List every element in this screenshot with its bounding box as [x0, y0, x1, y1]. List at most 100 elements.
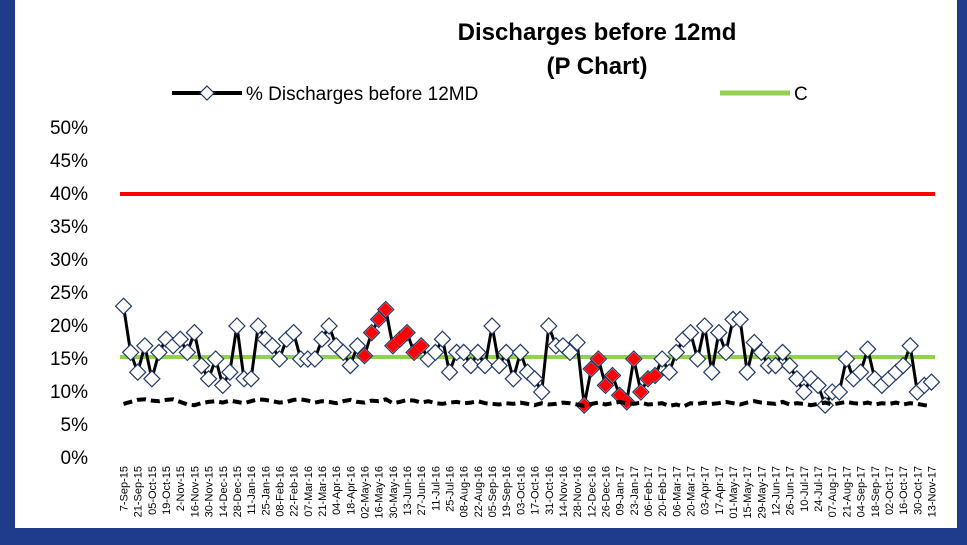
data-point — [787, 369, 806, 388]
x-tick-label: 28-Nov-16 — [572, 466, 584, 517]
x-tick-label: 19-Sep-16 — [501, 466, 513, 517]
y-tick-label: 20% — [50, 316, 88, 337]
data-point — [901, 336, 920, 355]
data-point — [497, 343, 516, 362]
data-point — [171, 330, 190, 349]
data-point — [626, 352, 641, 366]
y-tick-label: 45% — [50, 151, 88, 172]
x-tick-label: 15-May-17 — [742, 466, 754, 519]
data-point — [128, 363, 147, 382]
data-point — [539, 317, 558, 335]
data-point — [461, 356, 480, 375]
data-point — [568, 333, 586, 352]
x-tick-label: 26-Dec-16 — [600, 466, 612, 517]
data-point — [591, 352, 606, 366]
data-point — [731, 310, 749, 329]
x-tick-label: 01-May-17 — [728, 466, 740, 519]
data-point — [851, 363, 870, 382]
legend-label: % Discharges before 12MD — [246, 84, 478, 105]
data-point — [667, 343, 686, 362]
x-tick-label: 10-Jul-17 — [799, 466, 811, 512]
data-point — [688, 350, 707, 368]
y-tick-label: 35% — [50, 217, 88, 238]
data-point — [780, 356, 799, 375]
data-point — [178, 343, 197, 362]
x-tick-label: 11-Jan-16 — [246, 466, 258, 515]
data-point — [385, 338, 400, 353]
x-tick-label: 05-Oct-15 — [147, 466, 159, 515]
data-point — [249, 317, 268, 335]
data-point — [185, 323, 204, 342]
data-point — [584, 362, 599, 376]
data-point — [809, 376, 827, 395]
data-point — [341, 356, 360, 375]
x-tick-label: 05-Sep-16 — [487, 466, 499, 517]
x-tick-label: 21-Mar-16 — [317, 466, 329, 517]
data-point — [634, 385, 648, 399]
x-tick-label: 30-Oct-17 — [912, 466, 924, 515]
data-point — [284, 323, 303, 342]
x-tick-label: 29-May-17 — [756, 466, 768, 519]
data-point — [378, 302, 393, 317]
x-tick-label: 14-Dec-15 — [218, 466, 230, 517]
data-point — [738, 363, 757, 382]
data-point — [220, 363, 239, 382]
x-tick-label: 22-Aug-16 — [473, 466, 485, 517]
data-point — [695, 317, 714, 335]
data-point — [894, 356, 912, 375]
x-tick-label: 19-Oct-15 — [161, 466, 173, 515]
data-point — [773, 343, 792, 362]
x-tick-label: 20-Feb-17 — [657, 466, 669, 517]
data-point — [433, 330, 452, 349]
data-point — [469, 343, 487, 362]
data-point — [454, 343, 473, 362]
y-tick-label: 10% — [50, 382, 88, 403]
data-point — [752, 343, 771, 362]
x-tick-label: 16-Nov-15 — [189, 466, 201, 517]
data-point — [476, 356, 494, 375]
data-point — [525, 369, 544, 388]
x-tick-label: 21-Aug-17 — [841, 466, 853, 517]
x-tick-label: 23-Jan-17 — [629, 466, 641, 516]
data-point — [440, 363, 459, 382]
data-point — [511, 343, 530, 362]
y-tick-label: 50% — [50, 118, 88, 139]
x-tick-label: 12-Dec-16 — [586, 466, 598, 517]
x-tick-label: 25-Jul-16 — [445, 466, 457, 512]
chart-area — [15, 0, 957, 528]
data-point — [242, 369, 260, 388]
y-tick-label: 5% — [61, 415, 89, 436]
x-tick-label: 27-Jun-16 — [416, 466, 428, 516]
data-point — [681, 323, 700, 342]
x-tick-label: 06-Mar-17 — [671, 466, 683, 517]
data-point — [320, 317, 338, 335]
x-tick-label: 06-Feb-17 — [643, 466, 655, 517]
data-point — [313, 330, 331, 349]
data-point — [648, 368, 662, 383]
x-tick-label: 18-Sep-17 — [870, 466, 882, 517]
data-point — [837, 350, 856, 368]
data-point — [206, 350, 225, 368]
limit-line — [122, 397, 932, 409]
x-tick-label: 07-Mar-16 — [303, 466, 315, 517]
x-tick-label: 04-Apr-16 — [331, 466, 343, 515]
x-tick-label: 04-Sep-17 — [856, 466, 868, 517]
data-point — [400, 325, 414, 340]
data-point — [504, 369, 523, 388]
data-point — [483, 317, 501, 335]
data-point — [561, 343, 579, 362]
x-tick-label: 16-May-16 — [374, 466, 386, 519]
data-point — [114, 297, 133, 316]
data-point — [371, 312, 386, 327]
x-tick-label: 17-Apr-17 — [714, 466, 726, 515]
y-tick-label: 15% — [50, 349, 88, 370]
x-tick-label: 08-Feb-16 — [274, 466, 286, 517]
x-tick-label: 02-May-16 — [360, 466, 372, 519]
data-point — [830, 383, 849, 401]
x-tick-label: 7-Sep-15 — [119, 466, 131, 511]
x-tick-label: 30-May-16 — [388, 466, 400, 519]
data-point — [192, 356, 211, 375]
x-tick-label: 16-Oct-17 — [898, 466, 910, 515]
